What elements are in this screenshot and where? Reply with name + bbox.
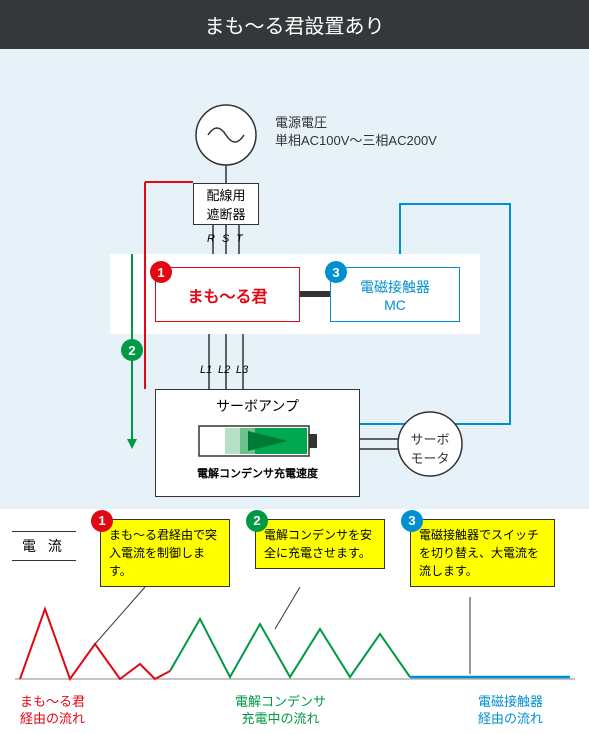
servo-motor-label: サーボ モータ: [408, 429, 452, 467]
title-text: まも〜る君設置あり: [205, 16, 385, 38]
battery-icon: [193, 422, 323, 463]
flow-label-green: 電解コンデンサ 充電中の流れ: [235, 694, 326, 728]
badge-1: 1: [150, 261, 172, 283]
l2-label: L2: [218, 364, 230, 376]
rst-r: R: [207, 233, 215, 245]
mamoru-box: まも〜る君: [155, 267, 300, 322]
rst-t: T: [236, 233, 243, 245]
badge-3: 3: [325, 261, 347, 283]
servo-amp-box: サーボアンプ 電解コンデンサ充電速度: [155, 389, 360, 497]
mc-text-2: MC: [384, 297, 406, 313]
psu-voltage-label: 電源電圧 単相AC100V〜三相AC200V: [275, 114, 437, 150]
callout-2-badge: 2: [246, 510, 268, 532]
callout-3-badge: 3: [401, 510, 423, 532]
flow-label-red: まも〜る君 経由の流れ: [20, 694, 85, 728]
mc-box: 電磁接触器 MC: [330, 267, 460, 322]
wiring-diagram: 電源電圧 単相AC100V〜三相AC200V 配線用 遮断器 R S T まも〜…: [0, 49, 589, 509]
breaker-box: 配線用 遮断器: [193, 183, 259, 225]
capacitor-text: 電解コンデンサ充電速度: [197, 465, 318, 481]
breaker-text: 配線用 遮断器: [206, 185, 245, 223]
mamoru-text: まも〜る君: [187, 283, 267, 307]
callout-1-badge: 1: [91, 510, 113, 532]
rst-s: S: [222, 233, 229, 245]
servo-amp-text: サーボアンプ: [216, 396, 299, 416]
flow-label-blue: 電磁接触器 経由の流れ: [478, 694, 543, 728]
l1-label: L1: [200, 364, 212, 376]
badge-2: 2: [121, 339, 143, 361]
title-bar: まも〜る君設置あり: [0, 0, 589, 49]
l3-label: L3: [236, 364, 248, 376]
current-chart: 電 流 1 まも〜る君経由で突入電流を制御します。 2 電解コンデンサを安全に充…: [0, 509, 589, 734]
mc-text-1: 電磁接触器: [360, 277, 430, 297]
